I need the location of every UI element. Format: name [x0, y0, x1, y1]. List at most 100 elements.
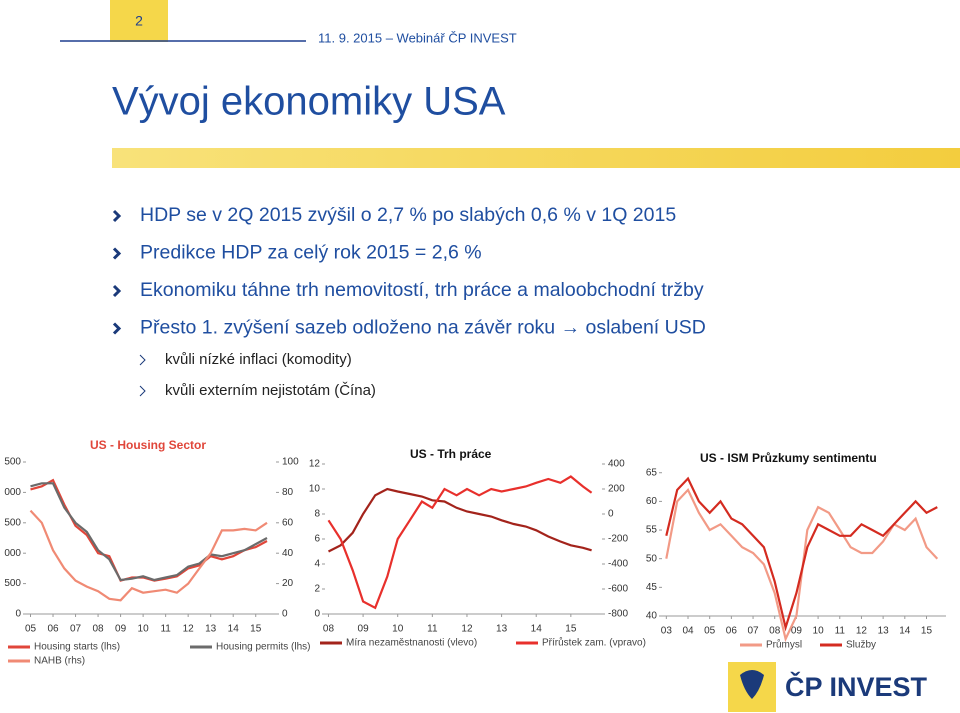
bullet-text: Predikce HDP za celý rok 2015 = 2,6 %: [140, 242, 482, 264]
y2-tick-label: 60: [282, 517, 294, 528]
series-line: [327, 487, 592, 553]
y2-tick-label: -600: [608, 584, 628, 595]
series-line: [665, 487, 939, 643]
x-tick-label: 10: [138, 624, 150, 635]
chart-title: US - Trh práce: [410, 447, 492, 461]
x-tick-label: 14: [228, 624, 240, 635]
title-bar: [112, 148, 960, 168]
legend-label: Míra nezaměstnanosti (vlevo): [346, 638, 477, 649]
x-tick-label: 12: [183, 624, 195, 635]
x-tick-label: 08: [769, 626, 781, 637]
y-tick-label: 4: [314, 559, 320, 570]
chart-title: US - Housing Sector: [90, 438, 206, 452]
sub-bullet-text: kvůli externím nejistotám (Čína): [165, 382, 376, 399]
bullet-chevron: [112, 284, 122, 298]
series-line: [665, 476, 938, 632]
x-tick-label: 11: [160, 624, 171, 635]
x-tick-label: 07: [747, 626, 759, 637]
y2-tick-label: -800: [608, 609, 628, 620]
y2-tick-label: 40: [282, 548, 294, 559]
y-tick-label: 50: [646, 553, 658, 564]
y-tick-label: 0: [314, 609, 320, 620]
y2-tick-label: 100: [282, 457, 299, 468]
y-tick-label: 8: [314, 509, 320, 520]
y2-tick-label: 0: [282, 609, 288, 620]
y-tick-label: 55: [646, 525, 658, 536]
legend-label: NAHB (rhs): [34, 656, 85, 667]
x-tick-label: 12: [856, 626, 868, 637]
y-tick-label: 65: [646, 467, 658, 478]
legend-label: Přírůstek zam. (vpravo): [542, 637, 646, 649]
x-tick-label: 03: [661, 626, 673, 637]
x-tick-label: 11: [835, 626, 846, 637]
bullet-text: Ekonomiku táhne trh nemovitostí, trh prá…: [140, 279, 704, 301]
y2-tick-label: 80: [282, 487, 294, 498]
y2-tick-label: -200: [608, 534, 628, 545]
x-tick-label: 09: [791, 626, 803, 637]
y2-tick-label: -400: [608, 559, 628, 570]
y2-tick-label: 20: [282, 578, 294, 589]
bullet-text: HDP se v 2Q 2015 zvýšil o 2,7 % po slabý…: [140, 204, 676, 226]
x-tick-label: 11: [427, 624, 438, 635]
x-tick-label: 07: [70, 624, 82, 635]
x-tick-label: 10: [813, 626, 825, 637]
x-tick-label: 04: [682, 626, 694, 637]
bullet-chevron: [112, 209, 122, 223]
y-tick-label: 500: [4, 457, 21, 468]
slide-title: Vývoj ekonomiky USA: [112, 80, 506, 124]
legend-label: Průmysl: [766, 639, 802, 651]
x-tick-label: 15: [921, 626, 933, 637]
y2-tick-label: 400: [608, 459, 625, 470]
legend-label: Služby: [846, 640, 876, 651]
y-tick-label: 12: [309, 459, 321, 470]
bullet-text: Přesto 1. zvýšení sazeb odloženo na závě…: [140, 317, 706, 339]
series-line: [29, 509, 268, 602]
y-tick-label: 500: [4, 578, 21, 589]
x-tick-label: 13: [496, 624, 508, 635]
x-tick-label: 14: [899, 626, 911, 637]
y-tick-label: 2: [314, 584, 320, 595]
bullet-chevron: [139, 354, 146, 366]
y2-tick-label: 200: [608, 484, 625, 495]
header-date: 11. 9. 2015 – Webinář ČP INVEST: [318, 30, 517, 45]
logo-text: ČP INVEST: [785, 671, 928, 702]
y-tick-label: 45: [646, 582, 658, 593]
x-tick-label: 06: [47, 624, 59, 635]
logo-shape: [740, 670, 764, 699]
x-tick-label: 09: [115, 624, 127, 635]
y-tick-label: 000: [4, 487, 21, 498]
x-tick-label: 08: [323, 624, 335, 635]
y-tick-label: 500: [4, 517, 21, 528]
series-line: [30, 482, 268, 582]
x-tick-label: 05: [25, 624, 37, 635]
x-tick-label: 09: [358, 624, 370, 635]
x-tick-label: 13: [205, 624, 217, 635]
bullet-chevron: [112, 247, 122, 260]
y-tick-label: 10: [309, 484, 321, 495]
y-tick-label: 40: [646, 611, 658, 622]
legend-label: Housing permits (lhs): [216, 642, 310, 653]
y-tick-label: 6: [314, 534, 320, 545]
x-tick-label: 15: [565, 624, 577, 635]
y-tick-label: 0: [15, 609, 21, 620]
x-tick-label: 15: [250, 624, 262, 635]
x-tick-label: 14: [531, 624, 543, 635]
x-tick-label: 13: [878, 626, 890, 637]
bullet-chevron: [112, 322, 122, 335]
page-badge: [110, 0, 168, 42]
y-tick-label: 000: [4, 548, 21, 559]
x-tick-label: 05: [704, 626, 716, 637]
y2-tick-label: 0: [608, 509, 614, 520]
legend-label: Housing starts (lhs): [34, 642, 120, 653]
chart-title: US - ISM Průzkumy sentimentu: [700, 451, 877, 465]
x-tick-label: 10: [392, 624, 404, 635]
bullet-chevron: [139, 385, 146, 397]
y-tick-label: 60: [646, 496, 658, 507]
page-number: 2: [135, 13, 143, 29]
x-tick-label: 08: [93, 624, 105, 635]
x-tick-label: 06: [726, 626, 738, 637]
sub-bullet-text: kvůli nízké inflaci (komodity): [165, 351, 352, 368]
series-line: [327, 475, 593, 610]
